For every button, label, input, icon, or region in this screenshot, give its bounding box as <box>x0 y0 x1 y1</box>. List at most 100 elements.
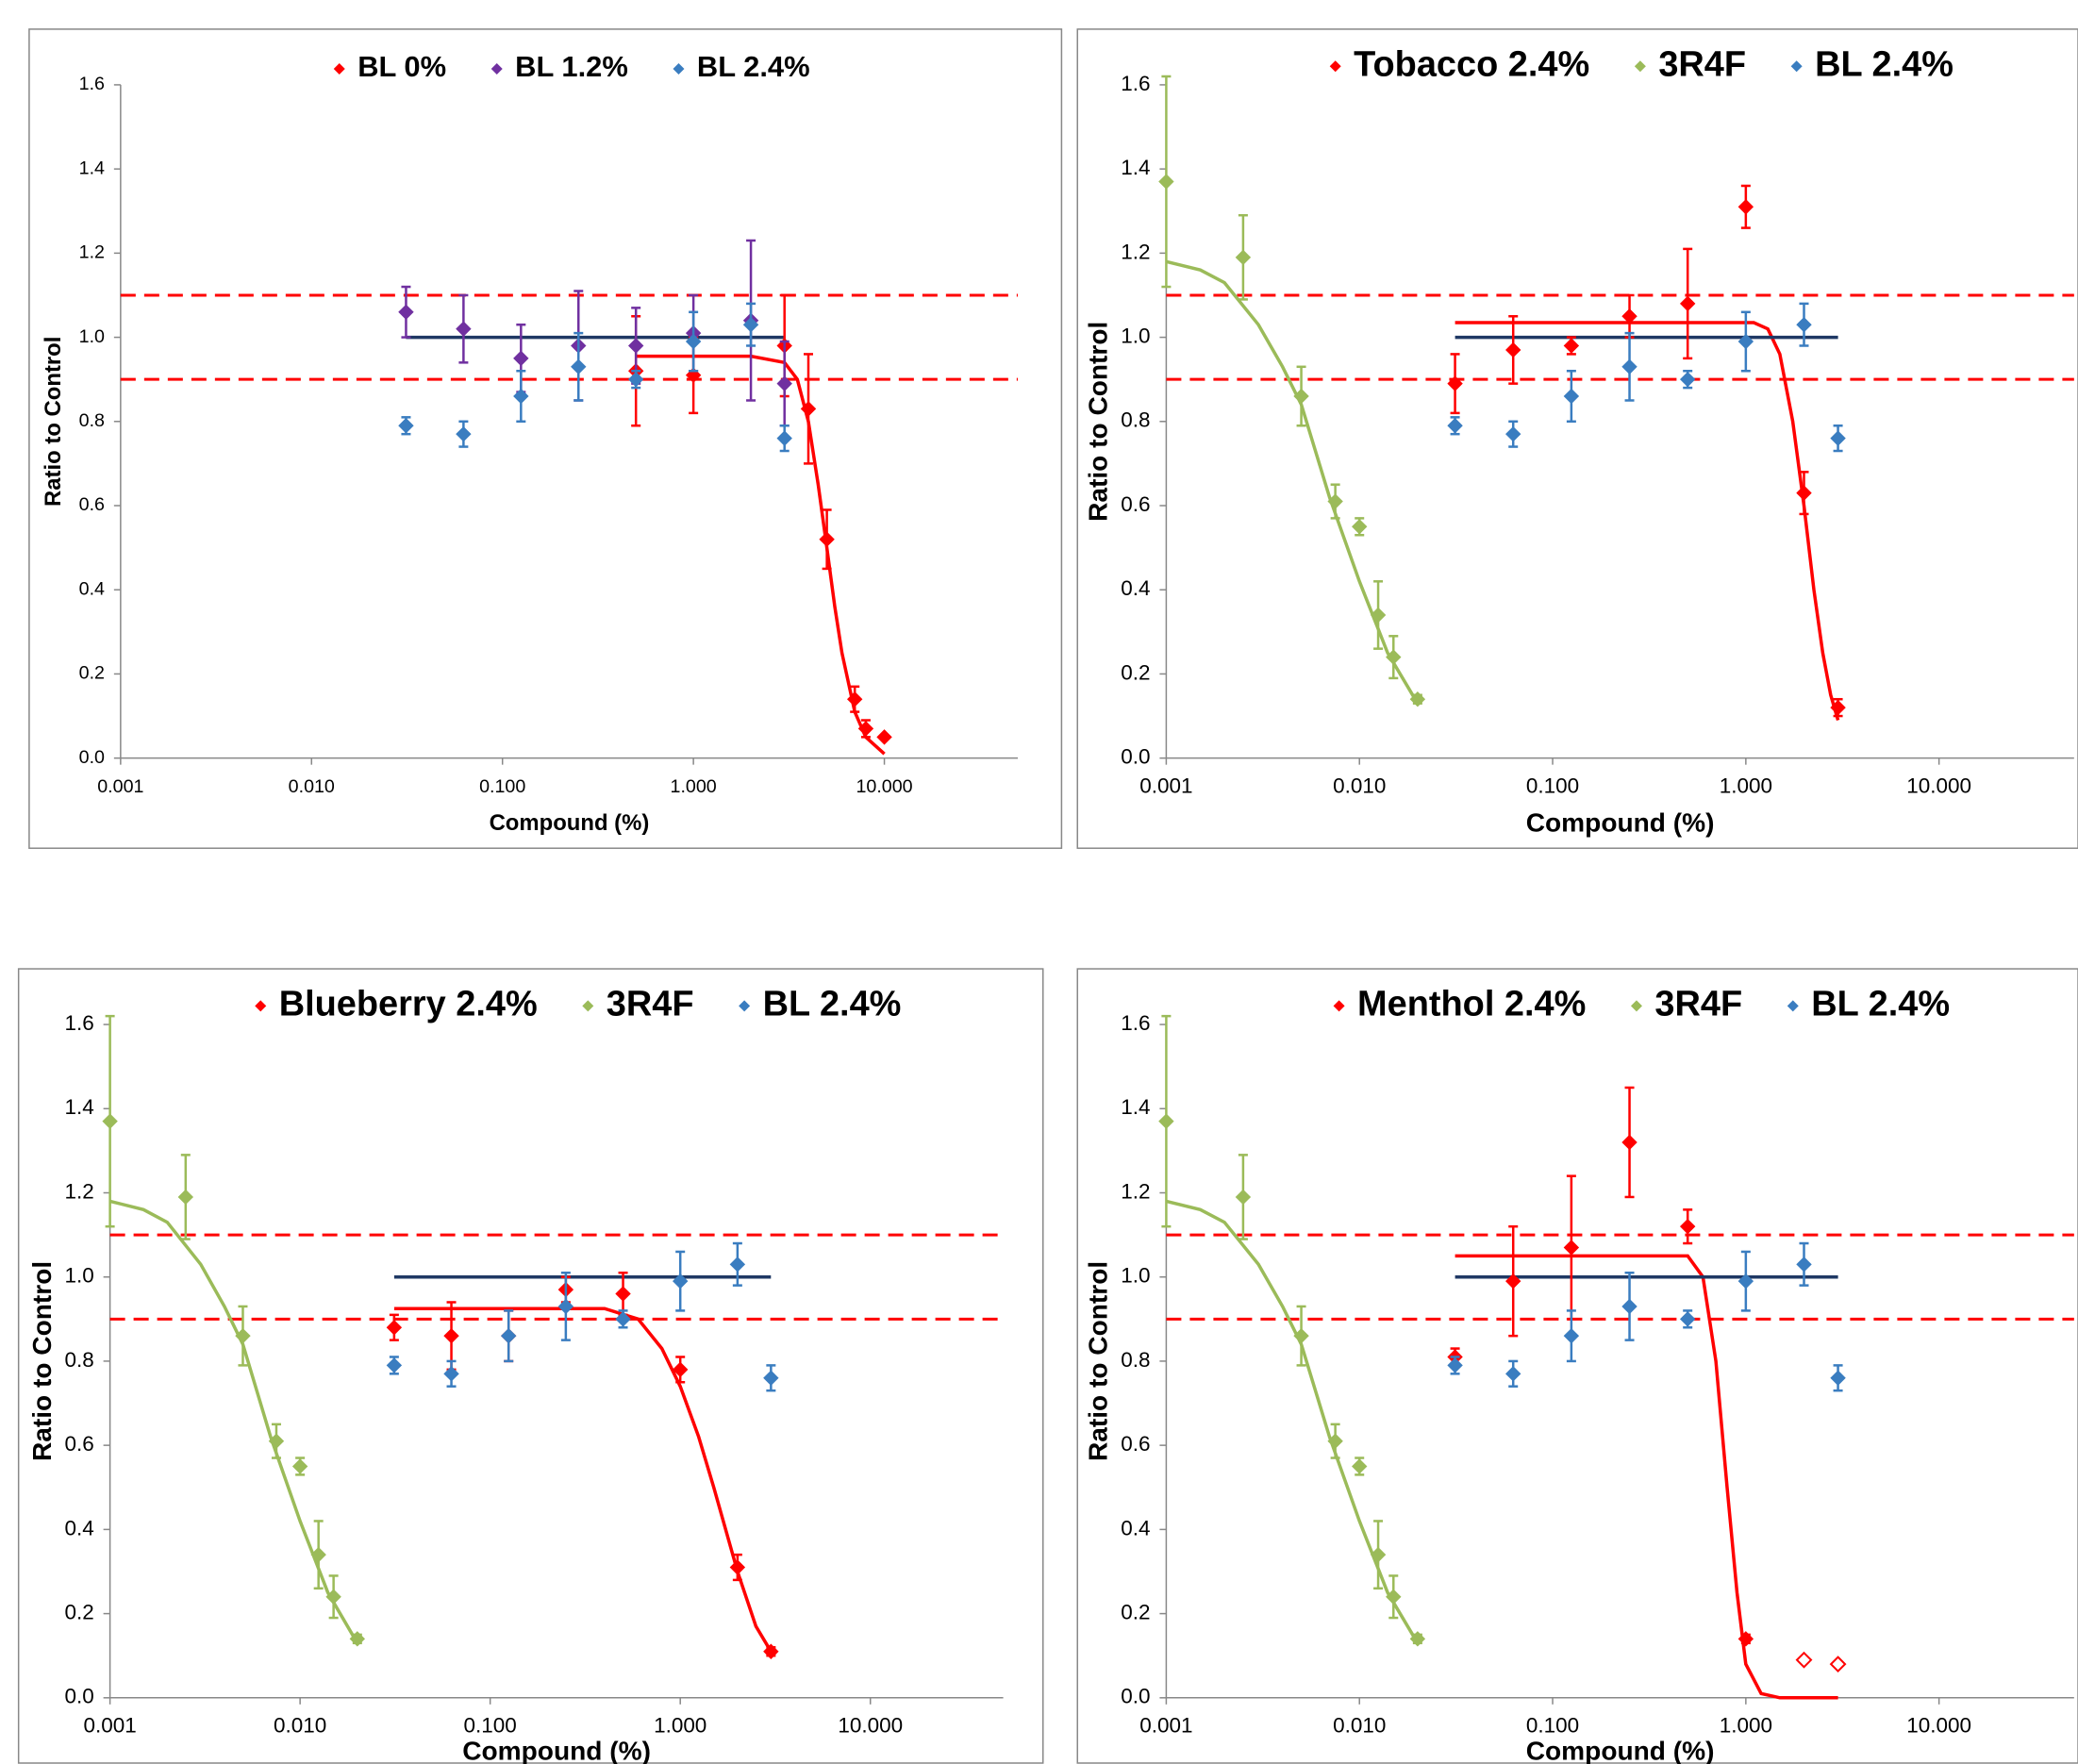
data-point <box>1829 1656 1847 1673</box>
data-point <box>1386 649 1402 665</box>
y-tick-label: 0.0 <box>79 747 105 768</box>
x-tick-label: 0.010 <box>1333 1714 1386 1738</box>
data-point <box>1158 1113 1174 1129</box>
legend-marker <box>1333 1000 1345 1012</box>
legend-label: BL 2.4% <box>1811 984 1950 1023</box>
y-tick-label: 1.0 <box>1121 325 1150 348</box>
legend-marker <box>1329 60 1341 73</box>
data-point <box>1235 249 1252 266</box>
data-point <box>627 338 644 354</box>
y-tick-label: 0.4 <box>1121 576 1150 600</box>
data-point <box>615 1286 631 1302</box>
y-tick-label: 1.0 <box>1121 1264 1150 1288</box>
data-point <box>1158 174 1174 190</box>
data-point <box>398 418 414 434</box>
data-point <box>1621 358 1637 375</box>
data-point <box>398 304 414 321</box>
data-point <box>1679 371 1696 388</box>
data-point <box>1409 1631 1426 1647</box>
panel-frame <box>28 28 1063 849</box>
x-tick-label: 10.000 <box>856 776 912 797</box>
data-point <box>1409 691 1426 707</box>
data-point <box>1737 333 1754 350</box>
legend-label: BL 2.4% <box>763 984 902 1023</box>
legend-label: Blueberry 2.4% <box>279 984 538 1023</box>
legend-marker <box>255 1000 267 1012</box>
legend-label: 3R4F <box>1658 44 1746 84</box>
legend-label: BL 2.4% <box>697 50 810 83</box>
y-tick-label: 1.6 <box>79 74 105 94</box>
y-tick-label: 0.0 <box>1121 745 1150 769</box>
data-point <box>1447 375 1463 391</box>
fit-curve <box>1455 1254 1838 1700</box>
x-axis-title: Compound (%) <box>490 810 650 836</box>
data-point <box>291 1458 308 1474</box>
fit-curve <box>1165 259 1420 705</box>
data-point <box>1327 493 1343 509</box>
data-point <box>742 316 759 333</box>
fit-curve <box>636 354 886 756</box>
data-point <box>615 1311 631 1327</box>
panel-frame <box>1076 28 2078 849</box>
data-point <box>776 375 792 391</box>
data-point <box>1737 1631 1754 1647</box>
legend-label: Tobacco 2.4% <box>1354 44 1589 84</box>
y-tick-label: 1.4 <box>65 1095 94 1119</box>
data-point <box>1621 1134 1637 1151</box>
y-tick-label: 1.6 <box>1121 72 1150 95</box>
data-point <box>1370 607 1387 624</box>
data-point <box>1352 519 1368 535</box>
x-tick-label: 10.000 <box>1906 1714 1971 1738</box>
data-point <box>1447 1357 1463 1373</box>
y-tick-label: 0.8 <box>79 410 105 431</box>
fit-curve <box>109 1199 359 1644</box>
x-tick-label: 0.010 <box>1333 774 1386 798</box>
x-tick-label: 0.100 <box>1526 1714 1579 1738</box>
legend-label: BL 1.2% <box>515 50 628 83</box>
data-point <box>1830 1370 1846 1386</box>
y-axis-title: Ratio to Control <box>1084 322 1113 522</box>
data-point <box>1737 1273 1754 1290</box>
legend-marker <box>490 63 503 75</box>
data-point <box>557 1298 574 1315</box>
data-point <box>456 321 472 337</box>
data-point <box>102 1113 118 1129</box>
data-point <box>1235 1189 1252 1206</box>
legend-marker <box>1634 60 1646 73</box>
data-point <box>443 1327 459 1344</box>
data-point <box>1679 1311 1696 1327</box>
data-point <box>1327 1433 1343 1449</box>
data-point <box>1830 699 1846 716</box>
data-point <box>177 1189 194 1206</box>
data-point <box>672 1361 689 1378</box>
data-point <box>763 1370 779 1386</box>
y-tick-label: 0.2 <box>79 663 105 684</box>
fit-curve <box>1165 1199 1420 1644</box>
data-point <box>729 1256 746 1273</box>
x-tick-label: 1.000 <box>1720 1714 1772 1738</box>
legend-marker <box>582 1000 594 1012</box>
data-point <box>1795 1651 1813 1669</box>
x-tick-label: 1.000 <box>1720 774 1772 798</box>
legend-label: BL 0% <box>357 50 446 83</box>
data-point <box>571 358 587 375</box>
data-point <box>456 425 472 442</box>
data-point <box>1563 388 1580 405</box>
x-tick-label: 0.100 <box>1526 774 1579 798</box>
data-point <box>1505 341 1521 358</box>
legend-marker <box>1630 1000 1642 1012</box>
data-point <box>268 1433 285 1449</box>
y-tick-label: 1.2 <box>1121 240 1150 263</box>
y-tick-label: 1.0 <box>65 1264 94 1288</box>
data-point <box>443 1366 459 1382</box>
legend-label: 3R4F <box>1654 984 1742 1023</box>
x-tick-label: 0.001 <box>97 776 143 797</box>
y-tick-label: 0.6 <box>79 494 105 515</box>
data-point <box>763 1643 779 1659</box>
data-point <box>1679 1218 1696 1235</box>
y-tick-label: 0.8 <box>1121 1348 1150 1372</box>
data-point <box>513 350 529 367</box>
x-tick-label: 0.100 <box>479 776 525 797</box>
x-tick-label: 0.001 <box>83 1714 136 1738</box>
